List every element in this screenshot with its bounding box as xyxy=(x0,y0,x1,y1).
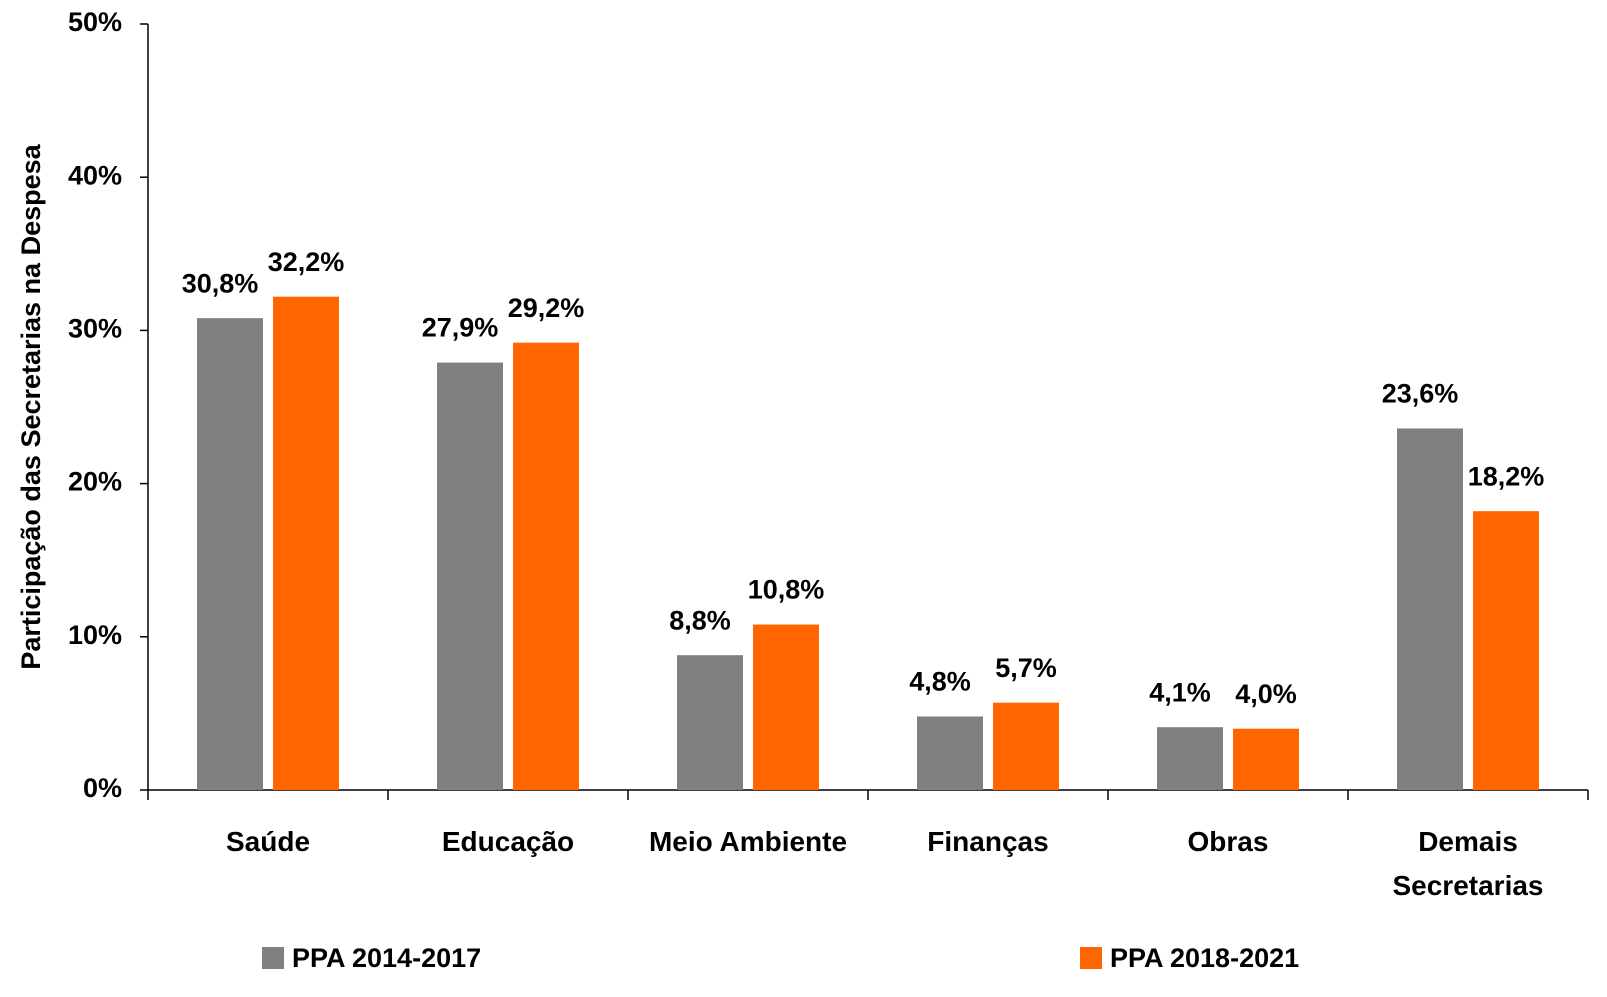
bar xyxy=(513,342,579,790)
bar xyxy=(1233,728,1299,790)
value-label: 4,1% xyxy=(1149,677,1211,707)
value-label: 4,8% xyxy=(909,667,971,697)
y-tick-label: 50% xyxy=(68,7,122,37)
legend-label: PPA 2018-2021 xyxy=(1110,943,1299,973)
x-tick-label: Obras xyxy=(1187,826,1269,857)
value-label: 30,8% xyxy=(182,268,259,298)
bar xyxy=(1397,428,1463,790)
bar xyxy=(273,296,339,790)
x-tick-label: Meio Ambiente xyxy=(648,826,848,857)
x-tick-label: Demais Secretarias xyxy=(1392,826,1544,901)
bar xyxy=(917,716,983,790)
value-label: 10,8% xyxy=(748,575,825,605)
y-tick-label: 40% xyxy=(68,160,122,190)
bar xyxy=(753,624,819,790)
value-label: 18,2% xyxy=(1468,461,1545,491)
y-tick-label: 10% xyxy=(68,620,122,650)
legend-label: PPA 2014-2017 xyxy=(292,943,481,973)
value-label: 27,9% xyxy=(422,313,499,343)
bar xyxy=(197,318,263,790)
value-label: 8,8% xyxy=(669,605,731,635)
bar xyxy=(437,362,503,790)
bar xyxy=(677,655,743,790)
y-tick-label: 30% xyxy=(68,314,122,344)
legend-swatch xyxy=(262,947,284,969)
bar xyxy=(1473,511,1539,790)
y-tick-label: 0% xyxy=(83,773,122,803)
value-label: 29,2% xyxy=(508,293,585,323)
value-label: 5,7% xyxy=(995,653,1057,683)
bar xyxy=(993,702,1059,790)
y-axis-label: Participação das Secretarias na Despesa xyxy=(16,143,46,669)
value-label: 32,2% xyxy=(268,247,345,277)
value-label: 4,0% xyxy=(1235,679,1297,709)
bar xyxy=(1157,727,1223,790)
x-tick-label: Educação xyxy=(441,826,575,857)
x-tick-label: Finanças xyxy=(927,826,1049,857)
y-tick-label: 20% xyxy=(68,467,122,497)
legend-swatch xyxy=(1080,947,1102,969)
x-tick-label: Saúde xyxy=(225,826,311,857)
value-label: 23,6% xyxy=(1382,379,1459,409)
